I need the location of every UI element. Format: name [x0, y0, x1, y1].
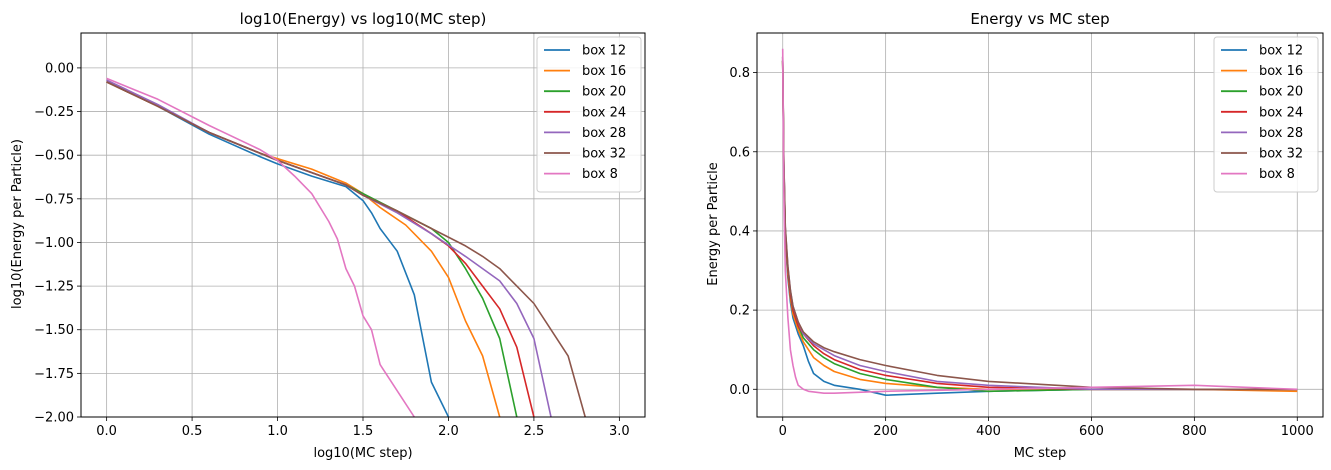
left-x-tick-label: 3.0 [609, 424, 630, 439]
right-y-tick-label: 0.0 [729, 383, 750, 398]
left-y-tick-label: −1.00 [34, 236, 74, 251]
right-y-tick-label: 0.6 [729, 145, 750, 160]
right-x-tick-label: 0 [779, 424, 787, 439]
right-series-box-32 [781, 56, 1298, 391]
right-x-axis-label: MC step [1014, 446, 1067, 461]
right-legend-label-box-16: box 16 [1259, 64, 1303, 79]
right-x-tick-label: 400 [976, 424, 1001, 439]
right-x-tick-label: 600 [1079, 424, 1104, 439]
right-legend: box 12 box 16 box 20 box 24 box 28 box 32 box … [1213, 36, 1319, 193]
left-y-tick-label: −0.25 [34, 105, 74, 120]
left-legend-label-box-24: box 24 [582, 105, 626, 120]
left-chart: 0.0 0.5 1.0 1.5 2.0 2.5 3.0 −2.00 −1.75 −1.50 −1.2… [10, 10, 646, 461]
left-y-tick-label: 0.00 [45, 61, 74, 76]
left-legend-label-box-28: box 28 [582, 126, 626, 141]
right-legend-label-box-12: box 12 [1259, 44, 1303, 59]
right-legend-label-box-20: box 20 [1259, 85, 1303, 100]
right-ticks: 0 200 400 600 800 1000 0.0 0.2 0.4 0.6 0.8 [729, 66, 1314, 439]
right-series-box-8 [781, 48, 1298, 395]
left-series-box-8 [106, 77, 415, 417]
right-series-layer [781, 48, 1298, 397]
right-y-axis-label: Energy per Particle [706, 162, 721, 285]
right-chart: 0 200 400 600 800 1000 0.0 0.2 0.4 0.6 0.8 Energy … [706, 10, 1324, 461]
left-y-tick-label: −1.25 [34, 280, 74, 295]
left-y-tick-label: −0.75 [34, 192, 74, 207]
right-x-tick-label: 800 [1182, 424, 1207, 439]
right-chart-title: Energy vs MC step [970, 10, 1109, 28]
left-legend: box 12 box 16 box 20 box 24 box 28 box 32 box … [536, 36, 642, 193]
left-ticks: 0.0 0.5 1.0 1.5 2.0 2.5 3.0 −2.00 −1.75 −1.50 −1.2… [34, 61, 630, 439]
left-chart-title: log10(Energy) vs log10(MC step) [240, 10, 487, 28]
right-y-tick-label: 0.8 [729, 66, 750, 81]
left-x-tick-label: 0.5 [182, 424, 203, 439]
left-legend-label-box-12: box 12 [582, 44, 626, 59]
left-legend-label-box-20: box 20 [582, 85, 626, 100]
left-legend-label-box-16: box 16 [582, 64, 626, 79]
right-x-tick-label: 1000 [1281, 424, 1314, 439]
left-y-axis-label: log10(Energy per Particle) [10, 139, 25, 309]
left-series-box-12 [106, 81, 450, 417]
right-legend-label-box-28: box 28 [1259, 126, 1303, 141]
right-y-tick-label: 0.4 [729, 224, 750, 239]
left-y-tick-label: −0.50 [34, 149, 74, 164]
right-legend-label-box-24: box 24 [1259, 105, 1303, 120]
left-legend-label-box-32: box 32 [582, 147, 626, 162]
right-y-tick-label: 0.2 [729, 304, 750, 319]
left-y-tick-label: −2.00 [34, 411, 74, 426]
left-x-tick-label: 0.0 [96, 424, 117, 439]
left-series-layer [106, 77, 586, 417]
right-plot-frame [756, 32, 1324, 418]
left-y-tick-label: −1.75 [34, 367, 74, 382]
right-legend-label-box-32: box 32 [1259, 147, 1303, 162]
left-series-box-32 [106, 81, 586, 417]
right-legend-label-box-8: box 8 [1259, 167, 1295, 182]
left-y-tick-label: −1.50 [34, 323, 74, 338]
left-x-axis-label: log10(MC step) [313, 446, 412, 461]
right-x-tick-label: 200 [873, 424, 898, 439]
left-x-tick-label: 1.5 [353, 424, 374, 439]
left-x-tick-label: 2.5 [524, 424, 545, 439]
left-x-tick-label: 1.0 [267, 424, 288, 439]
left-x-tick-label: 2.0 [438, 424, 459, 439]
left-legend-label-box-8: box 8 [582, 167, 618, 182]
